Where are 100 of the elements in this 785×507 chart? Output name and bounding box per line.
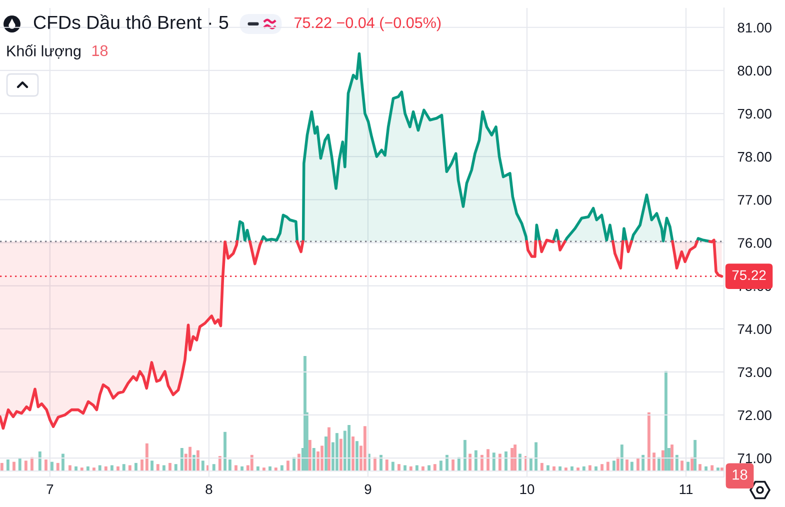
bar: [218, 456, 222, 471]
y-tick-label: 72.00: [738, 410, 772, 420]
bar: [398, 464, 400, 471]
bar: [50, 462, 54, 471]
y-tick-label: 76.00: [738, 238, 772, 248]
bar: [308, 440, 312, 471]
y-tick-label: 81.00: [738, 22, 772, 33]
bar: [652, 452, 656, 471]
bar: [492, 452, 496, 471]
y-tick-label: 77.00: [738, 194, 772, 205]
bar: [134, 462, 138, 471]
bar: [201, 460, 204, 471]
bar: [320, 446, 324, 471]
bar: [670, 444, 674, 471]
bar: [698, 464, 702, 471]
bar: [150, 460, 154, 471]
y-tick-label: 80.00: [738, 66, 772, 76]
bar: [534, 442, 538, 471]
bar: [373, 457, 376, 471]
bar: [657, 457, 660, 471]
bar: [675, 454, 678, 471]
bar: [457, 457, 460, 471]
bar: [686, 462, 690, 471]
bar: [474, 450, 478, 471]
bar: [630, 462, 634, 471]
bar: [380, 454, 382, 471]
bar: [356, 441, 358, 471]
bar: [0, 462, 4, 471]
bar: [140, 460, 144, 471]
y-tick-label: 73.00: [738, 367, 772, 378]
bar: [30, 457, 34, 471]
bar: [694, 440, 697, 471]
bar: [38, 451, 42, 471]
bar: [468, 454, 472, 471]
ref-line-label: 75.22: [732, 270, 766, 280]
bar: [180, 448, 184, 471]
bar: [224, 432, 226, 471]
bar: [636, 458, 640, 471]
bar: [348, 425, 351, 471]
bar: [647, 412, 650, 471]
bar: [188, 446, 192, 471]
bar: [620, 444, 624, 471]
bar: [510, 448, 514, 471]
bar: [612, 460, 616, 471]
x-tick-label: 10: [520, 484, 534, 494]
bar: [335, 433, 338, 471]
bar: [286, 460, 290, 471]
chart-title: Khối lượng: [7, 44, 80, 60]
bar: [514, 444, 517, 471]
annotation: 18: [92, 45, 108, 56]
bar: [145, 443, 148, 471]
bar: [56, 462, 60, 471]
bar: [292, 457, 296, 471]
bar: [62, 454, 64, 471]
bar: [339, 438, 342, 471]
bar: [168, 462, 172, 471]
bar: [250, 454, 254, 471]
x-tick-label: 8: [206, 484, 212, 494]
bar: [680, 460, 684, 471]
bar: [626, 460, 628, 471]
bar: [616, 457, 620, 471]
bar: [12, 462, 16, 471]
x-tick-label: 9: [364, 484, 372, 494]
chart-title: CFDs Dầu thô Brent · 5: [34, 14, 228, 30]
bar: [690, 457, 694, 471]
bar: [18, 458, 22, 471]
bar: [228, 460, 232, 471]
bar: [196, 450, 200, 471]
bar: [352, 436, 354, 471]
bar: [212, 464, 216, 471]
bar: [24, 460, 28, 471]
y-tick-label: 79.00: [738, 108, 772, 119]
bar: [480, 454, 484, 471]
bar: [192, 454, 196, 471]
bar: [540, 462, 544, 471]
bar: [44, 460, 48, 471]
bar: [122, 464, 126, 471]
bar: [606, 462, 610, 471]
y-tick-label: 74.00: [738, 324, 772, 334]
bar: [174, 464, 178, 471]
bar: [498, 454, 502, 471]
x-tick-label: 7: [46, 484, 54, 494]
bar: [486, 449, 490, 471]
bar: [297, 454, 300, 471]
bar: [518, 454, 522, 471]
bar: [446, 454, 448, 471]
bar: [385, 460, 388, 471]
bar: [324, 436, 328, 471]
bar: [156, 464, 160, 471]
bar: [391, 462, 394, 471]
bar: [328, 427, 330, 471]
bar: [6, 460, 10, 471]
y-tick-label: 78.00: [738, 152, 772, 162]
annotation: 75.22 −0.04 (−0.05%): [294, 16, 441, 32]
bar: [452, 460, 455, 471]
bar: [363, 426, 366, 471]
bar: [664, 370, 668, 471]
bar: [642, 454, 645, 471]
bar: [439, 460, 442, 471]
bar: [529, 458, 532, 471]
